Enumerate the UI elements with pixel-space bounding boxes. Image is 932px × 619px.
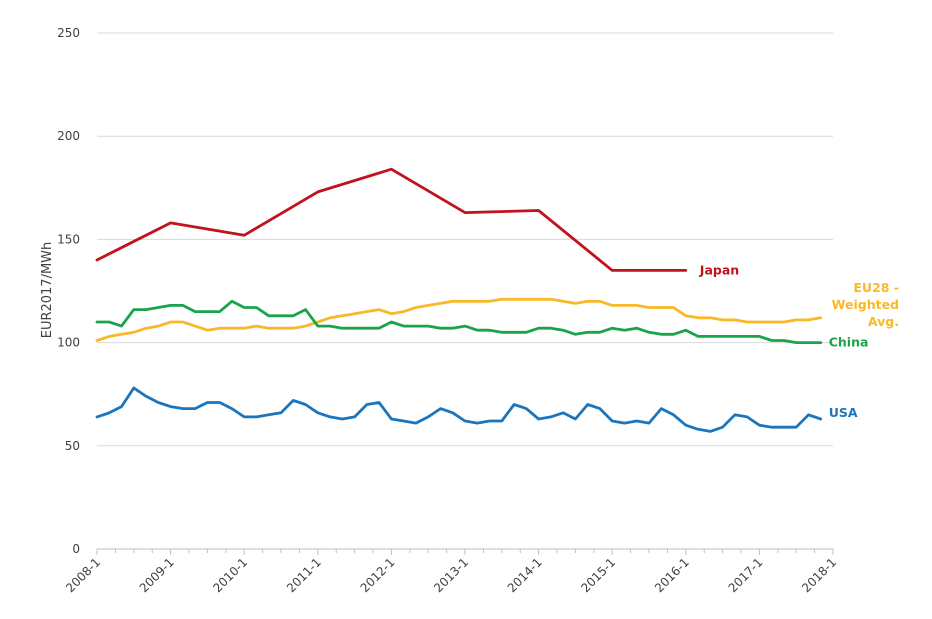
x-tick-label: 2011-1	[284, 555, 324, 595]
x-tick-label: 2010-1	[210, 555, 250, 595]
x-tick-label: 2018-1	[799, 555, 839, 595]
series-label-japan: Japan	[699, 262, 739, 277]
series-line-china	[95, 299, 823, 345]
x-tick-label: 2012-1	[358, 555, 398, 595]
y-tick-label: 200	[57, 129, 80, 143]
x-tick-label: 2016-1	[652, 555, 692, 595]
series-label-eu28-weighted-avg: EU28 -Weighted Avg.	[832, 280, 899, 329]
y-tick-label: 0	[72, 542, 80, 556]
series-label-usa: USA	[829, 405, 858, 420]
series-line-eu28-weighted-avg	[95, 297, 823, 342]
axes: 0 50 100 150 200 250 2008-1 2009-1 2010-1 2011-1 2…	[57, 26, 839, 595]
y-axis-title: EUR2017/MWh	[40, 242, 55, 339]
x-tick-label: 2014-1	[505, 555, 545, 595]
y-tick-label: 50	[65, 439, 80, 453]
y-tick-label: 100	[57, 336, 80, 350]
y-tick-label: 150	[57, 232, 80, 246]
series-line-usa	[95, 386, 823, 433]
y-tick-label: 250	[57, 26, 80, 40]
series-lines	[95, 167, 823, 433]
gridlines	[97, 32, 833, 447]
x-tick-label: 2017-1	[726, 555, 766, 595]
x-tick-label: 2008-1	[63, 555, 103, 595]
series-label-china: China	[829, 335, 869, 350]
x-tick-label: 2009-1	[137, 555, 177, 595]
series-line-japan	[95, 167, 688, 272]
series-labels: Japan EU28 -Weighted Avg. China USA	[699, 262, 899, 420]
x-tick-label: 2015-1	[578, 555, 618, 595]
x-tick-label: 2013-1	[431, 555, 471, 595]
